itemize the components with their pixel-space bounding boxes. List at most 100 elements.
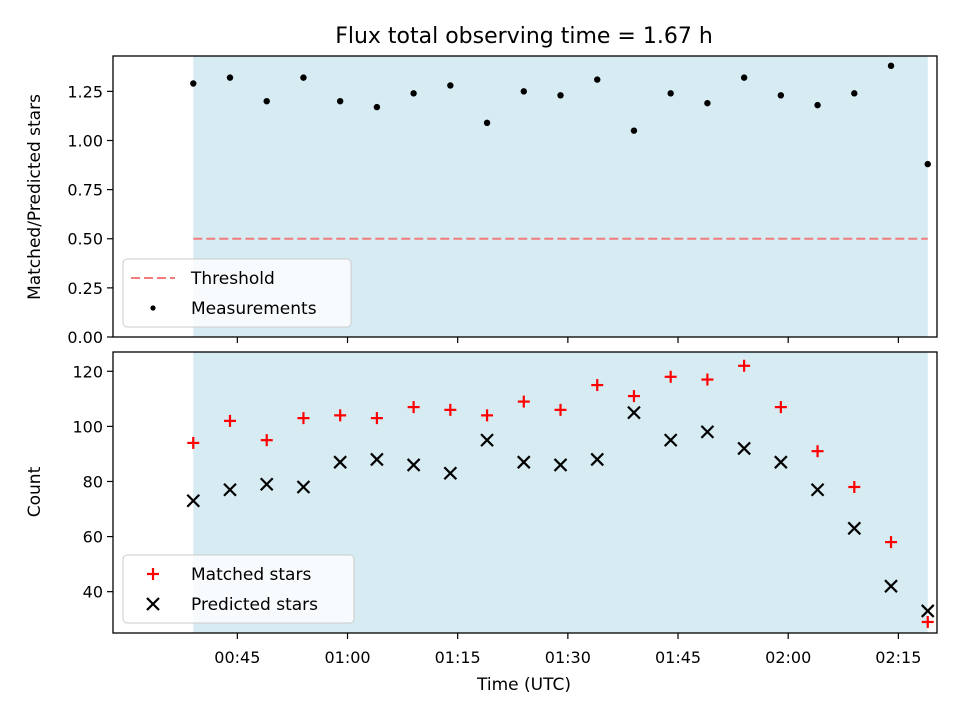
- bottom-legend: Matched stars Predicted stars: [122, 554, 355, 624]
- y-tick-label: 40: [83, 583, 103, 602]
- measurement-point: [300, 74, 307, 81]
- legend-predicted-swatch: [146, 597, 160, 611]
- predicted-stars-point: [810, 482, 825, 497]
- measurement-point: [483, 119, 491, 127]
- plot-frame: [112, 351, 938, 634]
- measurement-point: [814, 101, 821, 109]
- matched-stars-point: [701, 373, 714, 386]
- matched-stars-point: [444, 403, 457, 416]
- measurement-point: [667, 90, 674, 97]
- predicted-stars-point: [920, 604, 935, 618]
- predicted-stars-point: [333, 455, 347, 469]
- matched-stars-point: [848, 480, 861, 493]
- matched-stars-point: [811, 445, 824, 458]
- measurement-point: [190, 80, 197, 87]
- measurement-point: [851, 90, 858, 97]
- y-tick-label: 0.50: [67, 230, 103, 249]
- bottom-y-axis-label: Count: [25, 466, 45, 517]
- x-tick-label: 01:15: [435, 648, 481, 667]
- measurement-point: [630, 127, 638, 134]
- y-tick-label: 80: [83, 472, 103, 491]
- measurement-point: [887, 62, 895, 70]
- y-tick-label: 0.25: [67, 279, 103, 298]
- matched-stars-point: [187, 436, 200, 449]
- x-tick-label: 00:45: [214, 648, 260, 667]
- measurement-point: [557, 92, 564, 99]
- matched-stars-point: [591, 379, 604, 392]
- x-tick-label: 02:00: [765, 648, 811, 667]
- predicted-stars-point: [847, 521, 862, 536]
- predicted-stars-point: [700, 425, 715, 439]
- predicted-stars-point: [259, 477, 274, 492]
- measurement-point: [924, 160, 931, 168]
- measurement-point: [226, 74, 234, 81]
- predicted-stars-point: [517, 455, 531, 469]
- matched-stars-point: [481, 409, 494, 422]
- measurement-point: [263, 97, 270, 105]
- matched-stars-point: [885, 536, 898, 549]
- y-tick-label: 120: [72, 362, 103, 381]
- y-tick-label: 0.75: [67, 181, 103, 200]
- predicted-stars-point: [553, 458, 568, 472]
- predicted-stars-point: [443, 466, 458, 480]
- predicted-stars-point: [223, 482, 237, 497]
- measurement-point: [373, 103, 381, 111]
- top-legend: Threshold Measurements: [122, 258, 352, 328]
- x-axis-label: Time (UTC): [476, 675, 571, 695]
- predicted-stars-point: [663, 433, 678, 447]
- y-tick-label: 0.00: [67, 328, 103, 347]
- legend-measurement-swatch: [150, 305, 156, 311]
- y-tick-label: 100: [72, 417, 103, 436]
- measurement-point: [520, 88, 527, 95]
- matched-stars-point: [517, 395, 530, 408]
- predicted-stars-point: [186, 493, 201, 508]
- x-tick-label: 02:15: [875, 648, 921, 667]
- measurement-point: [447, 82, 454, 89]
- predicted-stars-point: [406, 458, 421, 472]
- plot-frame: [112, 55, 938, 338]
- top-panel: Flux total observing time = 1.67 h Match…: [25, 24, 938, 347]
- matched-stars-point: [738, 359, 751, 372]
- matched-stars-point: [554, 403, 567, 416]
- measurement-point: [594, 76, 601, 83]
- legend-label: Predicted stars: [191, 595, 318, 615]
- measurement-point: [740, 74, 748, 81]
- measurement-point: [777, 92, 785, 99]
- legend-box: [122, 258, 352, 328]
- matched-stars-point: [664, 370, 677, 383]
- y-tick-label: 60: [83, 528, 103, 547]
- matched-stars-point: [774, 401, 787, 414]
- x-tick-label: 01:45: [655, 648, 701, 667]
- predicted-stars-point: [296, 480, 311, 494]
- bottom-panel: Count Time (UTC) 40 60 80 100 120 00:45 01:00 0…: [25, 351, 938, 695]
- predicted-stars-point: [884, 579, 898, 593]
- matched-stars-point: [370, 412, 383, 425]
- matched-stars-point: [407, 401, 420, 414]
- measurement-point: [704, 99, 711, 107]
- legend-label: Matched stars: [191, 565, 311, 585]
- legend-label: Measurements: [191, 299, 317, 319]
- predicted-stars-point: [590, 452, 605, 467]
- x-tick-label: 01:30: [545, 648, 591, 667]
- predicted-stars-point: [370, 452, 384, 467]
- legend-label: Threshold: [190, 269, 275, 289]
- matched-stars-point: [260, 434, 273, 447]
- measurement-point: [410, 90, 417, 97]
- legend-box: [122, 554, 355, 624]
- predicted-stars-point: [627, 405, 641, 420]
- chart-title: Flux total observing time = 1.67 h: [335, 24, 713, 49]
- matched-stars-point: [297, 412, 310, 425]
- x-tick-label: 01:00: [324, 648, 370, 667]
- top-y-axis-label: Matched/Predicted stars: [25, 94, 45, 300]
- y-tick-label: 1.25: [67, 82, 103, 101]
- measurement-point: [336, 97, 344, 105]
- predicted-stars-point: [480, 433, 494, 447]
- matched-stars-point: [224, 414, 237, 427]
- y-tick-label: 1.00: [67, 131, 103, 150]
- matched-stars-point: [334, 409, 347, 422]
- predicted-stars-point: [737, 441, 751, 456]
- legend-matched-swatch: [147, 568, 159, 580]
- predicted-stars-point: [774, 455, 788, 469]
- matched-stars-point: [627, 390, 640, 403]
